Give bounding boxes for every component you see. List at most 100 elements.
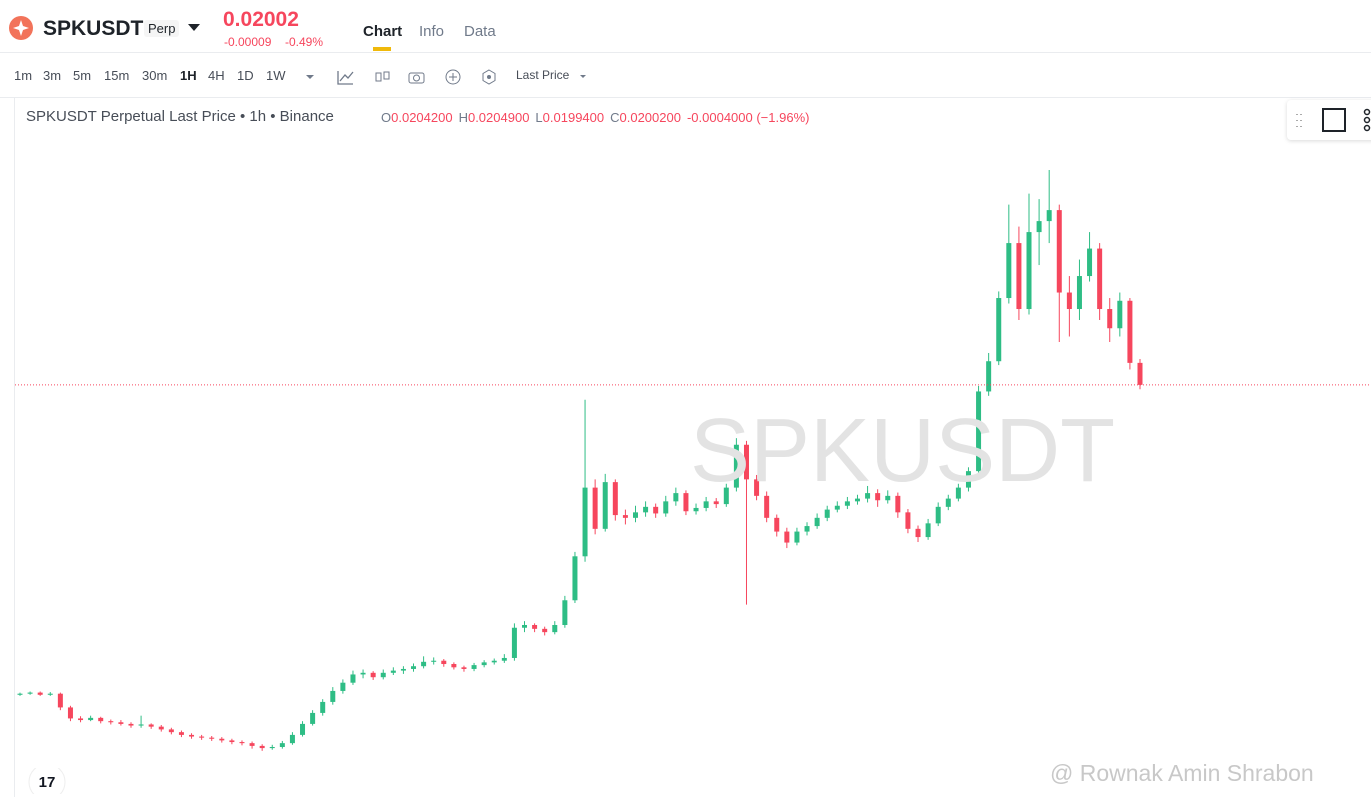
candle-body — [622, 515, 628, 518]
chart-widget[interactable] — [1287, 100, 1371, 140]
candle-body — [1127, 300, 1133, 363]
candle-body — [340, 682, 346, 691]
candle-body — [219, 738, 225, 741]
candle-body — [229, 740, 235, 743]
candle-body — [269, 746, 275, 749]
candle-body — [47, 693, 53, 695]
candle-body — [582, 487, 588, 557]
candle-body — [471, 665, 477, 669]
interval[interactable]: 1D — [237, 68, 254, 83]
interval[interactable]: 1m — [14, 68, 33, 83]
candle-body — [1137, 362, 1143, 385]
change: -0.00009 — [224, 35, 272, 49]
candle-body — [239, 742, 245, 744]
candle-body — [784, 531, 790, 543]
candle-body — [1107, 309, 1113, 329]
candle-body — [279, 743, 285, 747]
candle-body — [643, 506, 649, 513]
candle-body — [935, 506, 941, 524]
candle-body — [138, 724, 144, 726]
interval[interactable]: 1W — [266, 68, 286, 83]
candle-body — [602, 482, 608, 529]
candle-body — [431, 660, 437, 662]
candle-body — [451, 664, 457, 668]
candle-body — [411, 666, 417, 669]
interval[interactable]: 1H — [180, 68, 197, 83]
candle-body — [178, 732, 184, 735]
candle-body — [259, 745, 265, 749]
candle-body — [380, 672, 386, 678]
legend-values: O0.0204200 H0.0204900 L0.0199400 C0.0200200… — [381, 110, 809, 125]
candle-body — [98, 717, 104, 722]
candle-body — [804, 526, 810, 532]
candle-body — [522, 624, 528, 628]
widget-icons — [1296, 108, 1371, 132]
legend-value: 0.0199400 — [542, 110, 605, 125]
candle-body — [532, 624, 538, 629]
candle-body — [673, 493, 679, 502]
candle-body — [501, 657, 507, 661]
logo — [9, 16, 33, 40]
candle-body — [350, 674, 356, 683]
candle-body — [1087, 248, 1093, 277]
interval[interactable]: 3m — [43, 68, 62, 83]
interval[interactable]: 30m — [142, 68, 168, 83]
candle-body — [552, 624, 558, 633]
legend-change: -0.0004000 (−1.96%) — [686, 110, 810, 125]
badge: Perp — [144, 20, 180, 37]
tab-indicator — [373, 47, 391, 51]
candle-body — [370, 672, 376, 678]
tab[interactable]: Chart — [363, 23, 403, 40]
candle-body — [108, 721, 114, 723]
candle-body — [310, 712, 316, 724]
tab[interactable]: Data — [464, 23, 496, 40]
candle-body — [1036, 221, 1042, 233]
candle-body — [1097, 248, 1103, 310]
candle-body — [441, 660, 447, 665]
candle-body — [300, 723, 306, 735]
interval[interactable]: 4H — [208, 68, 225, 83]
candle-body — [996, 298, 1002, 362]
price-type[interactable]: Last Price — [516, 68, 570, 82]
candle-body — [663, 501, 669, 514]
candle-body — [572, 556, 578, 601]
candle-body — [168, 729, 174, 733]
candle-body — [1076, 276, 1082, 310]
candle-body — [834, 505, 840, 510]
candle-body — [148, 724, 154, 727]
candle-body — [1046, 210, 1052, 222]
candle-body — [17, 693, 23, 695]
candle-body — [814, 517, 820, 527]
candle-body — [289, 734, 295, 744]
candle-body — [592, 487, 598, 529]
tv-logo[interactable]: 17 — [28, 768, 66, 794]
interval[interactable]: 15m — [104, 68, 130, 83]
candle-body — [57, 693, 63, 708]
candle-body — [925, 523, 931, 538]
candle-body — [986, 361, 992, 392]
left-border — [14, 98, 15, 797]
candle-body — [562, 600, 568, 625]
dropdown-arrow[interactable] — [188, 24, 200, 32]
candle-body — [118, 722, 124, 724]
candle-body — [481, 662, 487, 666]
candle-body — [158, 726, 164, 730]
tab[interactable]: Info — [419, 23, 445, 40]
candle-body — [542, 628, 548, 633]
candle-body — [360, 672, 366, 675]
candle-body — [421, 661, 427, 667]
candle-body — [632, 512, 638, 518]
candle-body — [1056, 210, 1062, 293]
candle-body — [653, 506, 659, 514]
candle-body — [67, 707, 73, 719]
candle-body — [1066, 292, 1072, 310]
legend-key: C — [610, 110, 620, 125]
candle-body — [461, 667, 467, 669]
legend-key: L — [535, 110, 543, 125]
legend-value: 0.0204900 — [467, 110, 530, 125]
interval[interactable]: 5m — [73, 68, 92, 83]
candle-body — [491, 660, 497, 663]
change-pct: -0.49% — [285, 35, 324, 49]
candle-body — [915, 528, 921, 538]
